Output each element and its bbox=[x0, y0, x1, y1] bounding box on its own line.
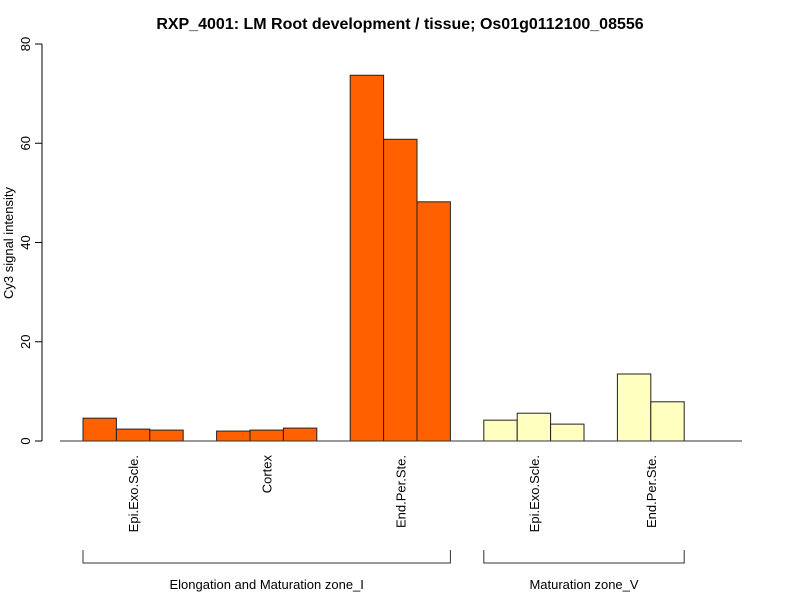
y-axis-label: Cy3 signal intensity bbox=[1, 187, 16, 299]
group-bracket bbox=[483, 550, 685, 564]
y-tick-label: 80 bbox=[18, 37, 33, 51]
y-tick-label: 20 bbox=[18, 335, 33, 349]
bar bbox=[516, 412, 552, 442]
group-label: Maturation zone_V bbox=[529, 577, 638, 592]
bar bbox=[249, 429, 284, 442]
group-brackets: Elongation and Maturation zone_I Maturati… bbox=[82, 550, 685, 592]
chart-title: RXP_4001: LM Root development / tissue; … bbox=[156, 16, 643, 33]
y-tick-label: 0 bbox=[18, 437, 33, 444]
bar bbox=[282, 427, 318, 442]
bar bbox=[483, 419, 518, 442]
x-tick-label: End.Per.Ste. bbox=[393, 455, 408, 528]
x-tick-label: Cortex bbox=[260, 455, 275, 494]
x-tick-label: Epi.Exo.Scle. bbox=[126, 455, 141, 532]
bar bbox=[550, 423, 585, 442]
bar bbox=[149, 429, 184, 442]
y-tick-label: 60 bbox=[18, 136, 33, 150]
group-label: Elongation and Maturation zone_I bbox=[169, 577, 363, 592]
bar bbox=[349, 74, 385, 442]
bar bbox=[383, 138, 418, 442]
group-bracket bbox=[82, 550, 451, 564]
y-tick-label: 40 bbox=[18, 235, 33, 249]
y-axis: 0 20 40 60 80 bbox=[18, 37, 43, 445]
bars bbox=[60, 74, 742, 442]
bar bbox=[650, 401, 685, 442]
bar bbox=[216, 430, 251, 442]
x-tick-labels: Epi.Exo.Scle. Cortex End.Per.Ste. Epi.Exo.S… bbox=[126, 455, 659, 533]
x-tick-label: End.Per.Ste. bbox=[644, 455, 659, 528]
x-tick-label: Epi.Exo.Scle. bbox=[527, 455, 542, 532]
bar bbox=[616, 373, 652, 442]
bar bbox=[82, 417, 117, 442]
bar bbox=[115, 428, 151, 442]
bar bbox=[416, 201, 451, 442]
